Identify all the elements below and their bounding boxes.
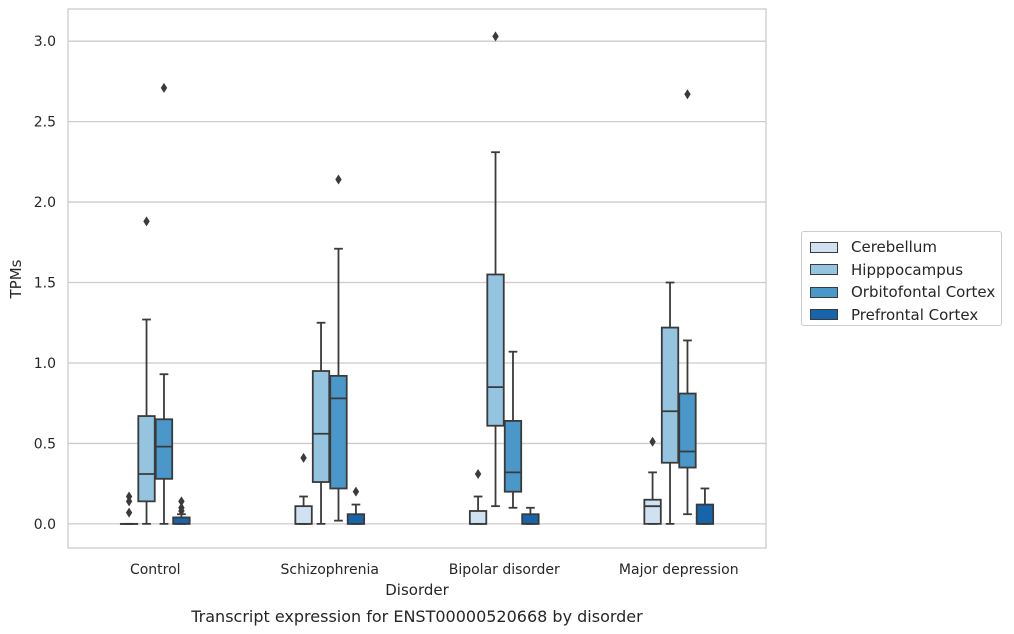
y-tick-labels: 0.0 0.5 1.0 1.5 2.0 2.5 3.0 — [34, 34, 56, 533]
box-hipppocampus — [660, 281, 680, 525]
legend-swatch — [810, 286, 838, 298]
box-orbitofontal-cortex — [329, 174, 348, 522]
legend-item: Orbitofontal Cortex — [810, 281, 1001, 304]
y-tick-label: 0.5 — [34, 436, 56, 452]
x-tick-label: Major depression — [619, 562, 739, 578]
legend-label: Hipppocampus — [851, 260, 964, 279]
box-body — [329, 374, 348, 490]
box-cerebellum — [643, 436, 662, 525]
box-prefrontal-cortex — [346, 486, 366, 525]
x-tick-label: Schizophrenia — [281, 562, 379, 578]
x-tick-label: Control — [130, 562, 181, 578]
box-cerebellum — [294, 452, 313, 525]
outlier-point — [649, 436, 656, 447]
plot-frame — [67, 8, 767, 549]
chart-title: Transcript expression for ENST0000052066… — [190, 607, 643, 626]
box-body — [678, 392, 697, 469]
outlier-point — [300, 452, 307, 463]
legend-item: Hipppocampus — [810, 259, 1001, 282]
outlier-point — [474, 468, 482, 479]
outlier-point — [684, 89, 691, 100]
box-orbitofontal-cortex — [678, 89, 697, 516]
box-body — [137, 415, 156, 503]
legend-label: Prefrontal Cortex — [851, 305, 979, 324]
box-body — [346, 513, 366, 525]
outlier-point — [125, 507, 133, 518]
y-tick-label: 2.0 — [34, 195, 56, 211]
box-prefrontal-cortex — [172, 496, 191, 525]
y-tick-label: 2.5 — [34, 115, 56, 131]
gridlines — [68, 40, 766, 525]
x-axis-label: Disorder — [385, 581, 449, 599]
x-tick-label: Bipolar disorder — [449, 562, 560, 578]
outlier-point — [125, 491, 133, 502]
legend-label: Orbitofontal Cortex — [851, 283, 996, 302]
box-body — [660, 326, 680, 464]
outlier-point — [178, 502, 185, 513]
legend-swatch — [810, 309, 838, 321]
box-body — [468, 510, 488, 525]
box-body — [521, 513, 540, 525]
box-orbitofontal-cortex — [503, 350, 523, 509]
box-orbitofontal-cortex — [154, 82, 174, 525]
y-tick-label: 0.0 — [34, 517, 56, 533]
y-tick-label: 1.0 — [34, 356, 56, 372]
box-body — [294, 505, 313, 525]
outlier-point — [335, 174, 342, 185]
box-prefrontal-cortex — [521, 506, 540, 525]
box-body — [154, 418, 174, 480]
legend-swatch — [810, 241, 838, 253]
box-body — [503, 419, 523, 493]
y-tick-label: 3.0 — [34, 34, 56, 50]
box-cerebellum — [468, 468, 488, 525]
box-body — [695, 503, 715, 525]
box-series — [119, 31, 715, 525]
x-tick-labels: Control Schizophrenia Bipolar disorder Majo… — [130, 562, 739, 578]
box-hipppocampus — [137, 216, 156, 525]
box-cerebellum — [119, 491, 139, 525]
legend-swatch — [810, 264, 838, 276]
outlier-point — [492, 31, 499, 42]
legend: Cerebellum Hipppocampus Orbitofontal Corte… — [801, 231, 1002, 326]
y-tick-label: 1.5 — [34, 276, 56, 292]
y-axis-label: TPMs — [7, 259, 25, 299]
outlier-point — [178, 496, 185, 507]
outlier-point — [160, 82, 168, 93]
outlier-point — [352, 486, 360, 497]
box-body — [172, 516, 191, 525]
box-body — [311, 370, 331, 483]
legend-item: Prefrontal Cortex — [810, 304, 1001, 327]
box-hipppocampus — [311, 321, 331, 525]
box-prefrontal-cortex — [695, 487, 715, 525]
box-body — [643, 498, 662, 525]
outlier-point — [143, 216, 150, 227]
legend-item: Cerebellum — [810, 236, 1001, 259]
legend-label: Cerebellum — [851, 238, 937, 257]
box-hipppocampus — [486, 31, 505, 508]
box-body — [486, 273, 505, 427]
